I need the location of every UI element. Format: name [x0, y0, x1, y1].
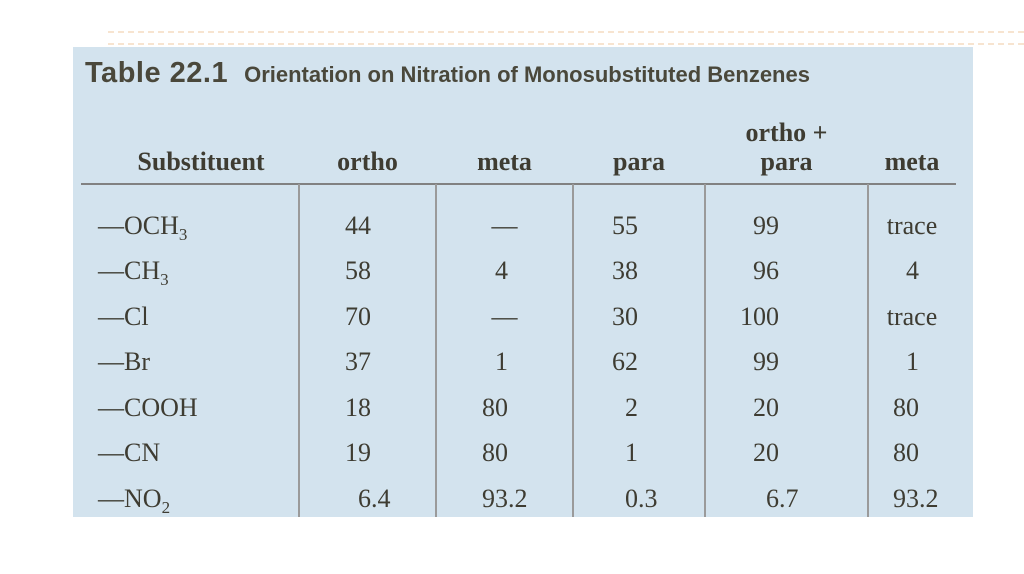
table-row: —OCH3 44 — 55 99 trace [81, 203, 956, 249]
meta-total-cell: 1 [906, 347, 919, 377]
para-cell: 62 [612, 347, 638, 377]
meta-cell: — [491, 210, 518, 240]
column-divider [435, 184, 437, 517]
para-cell: 2 [625, 392, 638, 422]
table-row: —CH3 58 4 38 96 4 [81, 249, 956, 295]
column-divider [867, 184, 869, 517]
substituent-subscript: 2 [161, 497, 171, 517]
table-row: —Br 37 1 62 99 1 [81, 340, 956, 386]
substituent-cell: —Cl [81, 294, 299, 340]
header-rule [81, 183, 956, 185]
ortho-cell: 6.4 [358, 483, 391, 513]
ortho-cell: 18 [345, 392, 371, 422]
substituent-cell: —CH3 [81, 249, 299, 295]
table-row: —COOH 18 80 2 20 80 [81, 385, 956, 431]
substituent-cell: —OCH3 [81, 203, 299, 249]
table-row: —Cl 70 — 30 100 trace [81, 294, 956, 340]
para-cell: 38 [612, 256, 638, 286]
meta-cell: 93.2 [482, 483, 528, 513]
ortho-plus-para-cell: 99 [753, 347, 779, 377]
meta-total-cell: trace [886, 301, 938, 331]
substituent-label: —CN [98, 438, 161, 468]
meta-total-cell: 93.2 [893, 483, 939, 513]
table-title: Orientation on Nitration of Monosubstitu… [244, 62, 810, 87]
meta-total-cell: trace [886, 210, 938, 240]
ortho-plus-para-cell: 6.7 [766, 483, 799, 513]
ortho-plus-para-cell: 20 [753, 438, 779, 468]
ortho-cell: 70 [345, 301, 371, 331]
substituent-cell: —CN [81, 431, 299, 477]
substituent-label: —CH3 [98, 256, 169, 290]
meta-total-cell: 80 [893, 392, 919, 422]
col-header-meta: meta [477, 147, 532, 176]
col-header-para: para [613, 147, 665, 176]
table-row: —NO2 6.4 93.2 0.3 6.7 93.2 [81, 476, 956, 517]
substituent-subscript: 3 [178, 224, 188, 244]
substituent-cell: —COOH [81, 385, 299, 431]
substituent-cell: —NO2 [81, 476, 299, 517]
table-row: —CN 19 80 1 20 80 [81, 431, 956, 477]
substituent-cell: —Br [81, 340, 299, 386]
col-header-ortho-plus-para: ortho + para [705, 118, 868, 184]
ortho-cell: 19 [345, 438, 371, 468]
meta-cell: — [491, 301, 518, 331]
meta-cell: 1 [495, 347, 508, 377]
ortho-plus-para-cell: 96 [753, 256, 779, 286]
ortho-cell: 37 [345, 347, 371, 377]
substituent-subscript: 3 [160, 270, 169, 290]
ortho-plus-para-cell: 20 [753, 392, 779, 422]
meta-total-cell: 4 [906, 256, 919, 286]
para-cell: 1 [625, 438, 638, 468]
meta-cell: 4 [495, 256, 508, 286]
col-header-substituent: Substituent [137, 147, 265, 176]
substituent-label: —OCH3 [98, 210, 188, 244]
table-header-row: Substituent ortho meta para ortho + para… [81, 97, 956, 184]
ortho-plus-para-cell: 100 [740, 301, 779, 331]
meta-total-cell: 80 [893, 438, 919, 468]
substituent-label: —Cl [98, 301, 149, 331]
para-cell: 30 [612, 301, 638, 331]
ortho-plus-para-cell: 99 [753, 210, 779, 240]
ortho-cell: 44 [345, 210, 371, 240]
substituent-label: —COOH [98, 392, 198, 422]
col-header-ortho-plus-para-line2: para [760, 147, 813, 176]
column-divider [704, 184, 706, 517]
col-header-ortho-plus-para-line1: ortho + [745, 118, 828, 147]
substituent-label: —Br [98, 347, 150, 377]
table-number: Table 22.1 [85, 57, 229, 89]
table-panel: Table 22.1 Orientation on Nitration of M… [73, 47, 973, 517]
meta-cell: 80 [482, 438, 508, 468]
para-cell: 55 [612, 210, 638, 240]
ortho-cell: 58 [345, 256, 371, 286]
table-caption: Table 22.1 Orientation on Nitration of M… [85, 57, 810, 90]
col-header-ortho: ortho [337, 147, 398, 176]
meta-cell: 80 [482, 392, 508, 422]
column-divider [298, 184, 300, 517]
table-body: —OCH3 44 — 55 99 trace —CH3 58 4 38 96 4… [81, 184, 956, 517]
para-cell: 0.3 [625, 483, 658, 513]
substituent-label: —NO2 [98, 483, 171, 517]
column-divider [572, 184, 574, 517]
decorative-divider [108, 31, 1024, 45]
col-header-meta-total: meta [884, 147, 940, 176]
